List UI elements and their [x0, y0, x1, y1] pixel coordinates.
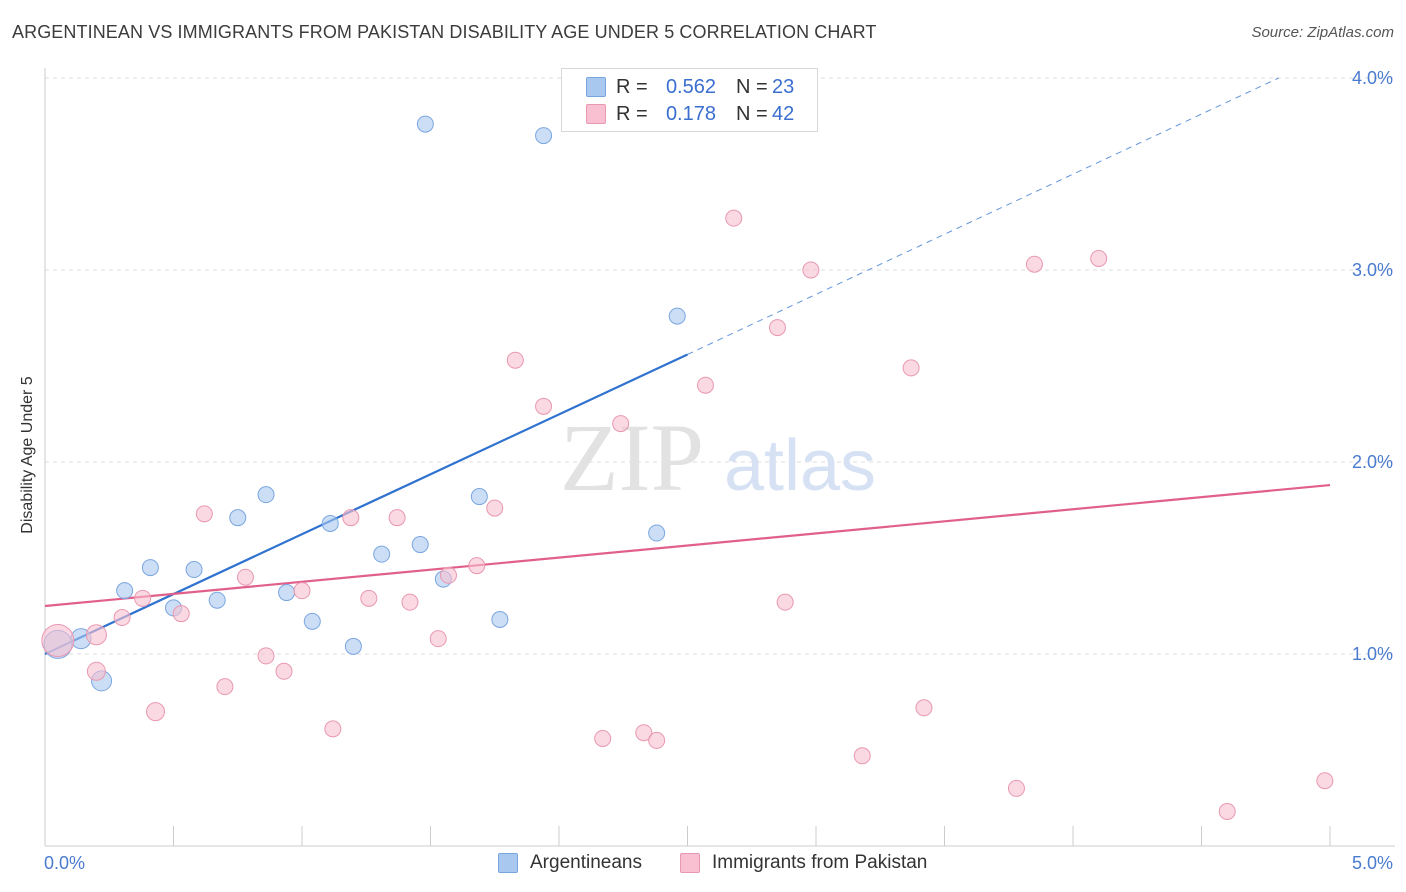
point-pakistan [275, 662, 293, 680]
legend-r-value: 0.178 [665, 102, 716, 125]
y-tick-label: 1.0% [1352, 644, 1393, 664]
tick-labels: 1.0% 2.0% 3.0% 4.0% 0.0% 5.0% [44, 68, 1393, 873]
point-pakistan [388, 509, 406, 527]
x-tick-label: 5.0% [1352, 853, 1393, 873]
point-pakistan [429, 630, 447, 648]
point-pakistan [468, 557, 486, 575]
point-pakistan [648, 731, 666, 749]
point-argentineans [303, 612, 321, 630]
chart-title: ARGENTINEAN VS IMMIGRANTS FROM PAKISTAN … [12, 22, 877, 42]
point-pakistan [439, 566, 457, 584]
legend-r-label: R = [616, 102, 648, 125]
axes [44, 68, 1395, 847]
point-pakistan [257, 647, 275, 665]
series-legend: Argentineans Immigrants from Pakistan [498, 852, 965, 874]
watermark-zip: ZIP [560, 404, 704, 511]
point-argentineans [141, 559, 159, 577]
point-pakistan [195, 505, 213, 523]
point-pakistan [1090, 249, 1108, 267]
point-argentineans [208, 591, 226, 609]
point-pakistan [401, 593, 419, 611]
point-pakistan [113, 609, 131, 627]
gridlines [45, 77, 1395, 655]
data-points [41, 115, 1334, 820]
point-pakistan [902, 359, 920, 377]
y-tick-label: 2.0% [1352, 452, 1393, 472]
point-argentineans [373, 545, 391, 563]
legend-row-pakistan: R = 0.178 N = 42 [586, 102, 794, 126]
point-pakistan [236, 568, 254, 586]
point-pakistan [535, 397, 553, 415]
point-pakistan [146, 702, 166, 722]
y-tick-label: 4.0% [1352, 68, 1393, 88]
point-pakistan [1007, 779, 1025, 797]
point-argentineans [116, 582, 134, 600]
trend-line-1 [44, 483, 1331, 608]
point-argentineans [648, 524, 666, 542]
point-pakistan [360, 589, 378, 607]
trend-line-0 [44, 353, 688, 655]
point-pakistan [776, 593, 794, 611]
legend-row-argentineans: R = 0.562 N = 23 [586, 75, 794, 99]
series-swatch-blue [498, 853, 518, 873]
point-argentineans [185, 561, 203, 579]
series-legend-label: Argentineans [530, 852, 642, 873]
point-pakistan [594, 729, 612, 747]
y-tick-label: 3.0% [1352, 260, 1393, 280]
point-argentineans [470, 488, 488, 506]
point-pakistan [635, 724, 653, 742]
point-pakistan [293, 582, 311, 600]
point-pakistan [342, 509, 360, 527]
legend-r-label: R = [616, 75, 648, 98]
correlation-legend: R = 0.562 N = 23 R = 0.178 N = 42 [561, 68, 818, 132]
point-argentineans [257, 486, 275, 504]
point-pakistan [172, 605, 190, 623]
point-argentineans [344, 637, 362, 655]
legend-swatch-blue [586, 77, 606, 97]
point-pakistan [612, 415, 630, 433]
point-argentineans [321, 514, 339, 532]
series-legend-argentineans: Argentineans [498, 852, 642, 874]
legend-swatch-pink [586, 104, 606, 124]
source-label: Source: ZipAtlas.com [1251, 24, 1394, 41]
x-tick-label: 0.0% [44, 853, 85, 873]
point-argentineans [411, 536, 429, 554]
point-argentineans [229, 509, 247, 527]
trend-extension-0 [687, 77, 1279, 355]
point-pakistan [324, 720, 342, 738]
legend-n-value: 23 [772, 75, 795, 98]
point-pakistan [802, 261, 820, 279]
point-pakistan [1316, 772, 1334, 790]
point-pakistan [1218, 802, 1236, 820]
legend-n-value: 42 [772, 102, 795, 125]
point-pakistan [1025, 255, 1043, 273]
watermark-atlas: atlas [724, 426, 876, 506]
point-argentineans [535, 127, 553, 145]
point-pakistan [696, 376, 714, 394]
point-pakistan [86, 661, 106, 681]
point-argentineans [668, 307, 686, 325]
point-argentineans [491, 610, 509, 628]
point-argentineans [416, 115, 434, 133]
point-pakistan [853, 747, 871, 765]
point-pakistan [725, 209, 743, 227]
series-legend-pakistan: Immigrants from Pakistan [679, 852, 928, 874]
point-pakistan [506, 351, 524, 369]
point-pakistan [85, 624, 107, 646]
legend-n-label: N = [736, 102, 768, 125]
point-pakistan [41, 624, 75, 658]
point-pakistan [134, 589, 152, 607]
point-pakistan [768, 319, 786, 337]
point-argentineans [278, 584, 296, 602]
series-swatch-pink [679, 853, 700, 873]
series-legend-label: Immigrants from Pakistan [711, 852, 928, 873]
point-pakistan [915, 699, 933, 717]
point-pakistan [486, 499, 504, 517]
trend-lines [44, 77, 1331, 655]
legend-n-label: N = [736, 75, 768, 98]
point-pakistan [216, 678, 234, 696]
legend-r-value: 0.562 [665, 75, 716, 98]
